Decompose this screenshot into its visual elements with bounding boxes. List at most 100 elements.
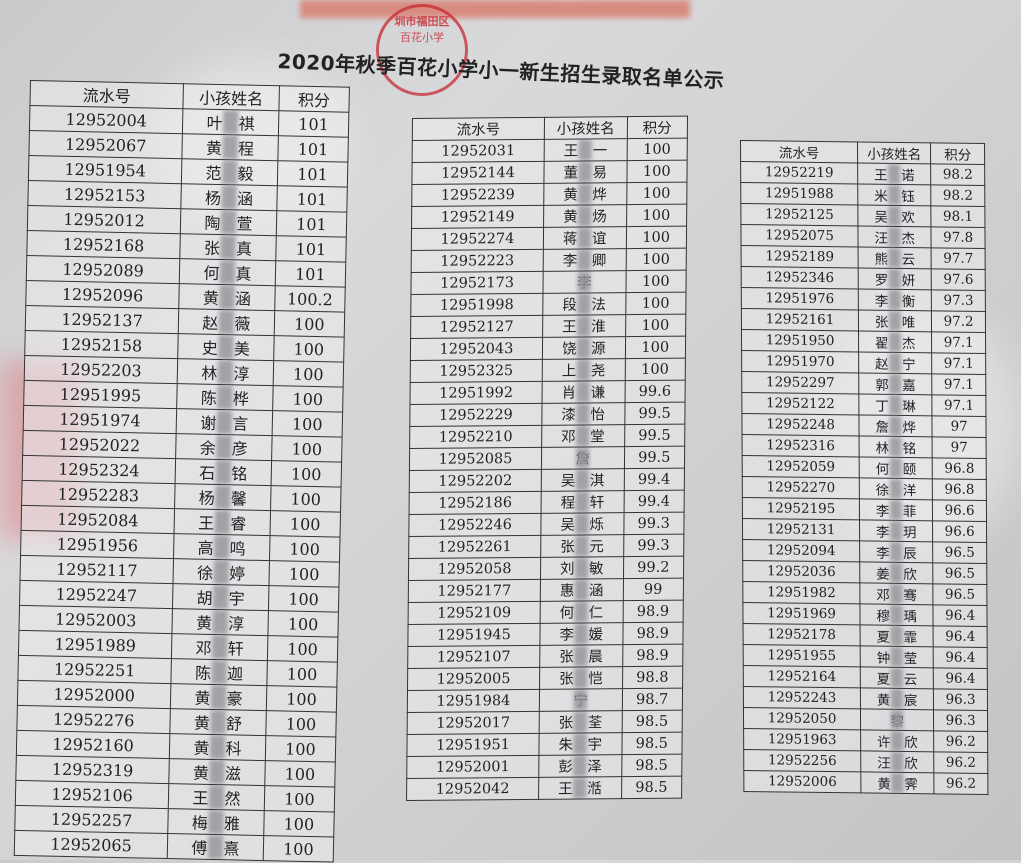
serial-number-cell: 12952283 [21,480,176,509]
table-row: 12952177 惠 涵 99 [408,578,684,603]
privacy-blur [221,185,237,210]
serial-number-cell: 12952075 [740,224,859,247]
privacy-blur [218,310,235,335]
serial-number-cell: 12952168 [26,230,181,259]
privacy-blur [575,513,589,535]
serial-number-cell: 12952270 [742,476,860,499]
child-name-cell: 林 铭 [859,435,933,458]
serial-number-cell: 12952276 [16,705,171,734]
points-cell: 96.8 [932,478,987,501]
privacy-blur [889,415,902,436]
privacy-blur [212,584,229,610]
child-name-cell: 徐 婷 [173,558,270,586]
privacy-blur [219,285,235,310]
child-name-cell: 黄 淳 [172,608,269,636]
table-row: 12952065 傅 熹 100 [14,830,334,863]
points-cell: 101 [276,185,348,213]
privacy-blur [209,734,226,760]
serial-number-cell: 12951974 [23,405,177,434]
points-cell: 100 [266,660,338,688]
points-cell: 98.9 [622,600,684,623]
child-name-cell: 彭 泽 [538,754,622,778]
child-name-cell: 李 菲 [859,498,933,521]
serial-number-cell: 12951998 [410,293,543,317]
table-row: 12952131 李 玥 96.6 [742,518,987,543]
points-cell: 101 [275,260,346,288]
privacy-blur [217,359,234,385]
points-cell: 99.5 [624,402,686,425]
child-name-cell: 张 晨 [539,644,623,668]
privacy-blur [577,249,592,271]
child-name-cell: 穆 瑀 [860,603,934,626]
points-cell: 100 [270,460,342,488]
table-header-row: 流水号 小孩姓名 积分 [412,116,688,141]
points-cell: 96.5 [933,562,987,585]
points-cell: 97 [932,436,987,459]
points-cell: 98.2 [930,163,985,186]
points-cell: 100 [265,710,337,738]
points-cell: 100 [269,535,340,563]
serial-number-cell: 12952251 [17,655,172,684]
child-name-cell: 杨 涵 [180,183,278,211]
points-cell: 100 [626,204,687,227]
table-row: 12952050黎96.3 [743,707,988,732]
points-cell: 100 [264,785,335,813]
privacy-blur [890,562,903,583]
child-name-cell: 黎 [860,708,934,731]
child-name-cell: 郭 嘉 [858,372,933,395]
child-name-cell: 米 钰 [857,183,932,206]
privacy-blur [576,447,590,469]
child-name-cell: 张 恺 [539,666,623,690]
privacy-blur [891,646,903,667]
stamp-text: 圳市福田区 [394,15,450,28]
privacy-blur [574,601,589,623]
child-name-cell: 钟 莹 [860,645,934,668]
serial-number-cell: 12952325 [410,359,543,383]
child-name-cell: 黄 涵 [178,283,276,311]
privacy-blur [210,684,227,710]
table-row: 12952346 罗 妍 97.6 [741,266,986,291]
privacy-blur [573,755,587,777]
serial-number-cell: 12952316 [742,434,860,457]
table-row: 12952316 林 铭 97 [742,434,987,459]
privacy-blur [888,247,901,268]
privacy-blur [215,459,232,485]
table-row: 12952149 黄 炀 100 [411,204,687,229]
points-cell: 100.2 [274,285,346,313]
privacy-blur [891,751,904,772]
points-cell: 97.3 [931,289,986,312]
table-row: 12952325 上 尧 100 [410,358,686,383]
table-row: 12952085詹99.5 [409,446,685,471]
serial-number-cell: 12952017 [407,711,540,735]
points-cell: 97.2 [931,310,986,333]
privacy-blur [573,733,587,755]
serial-number-cell: 12952256 [743,749,861,772]
table-row: 12951988 米 钰 98.2 [740,182,985,207]
serial-number-cell: 12951945 [407,623,541,647]
serial-number-cell: 12952096 [25,280,180,309]
privacy-blur [578,183,592,205]
points-cell: 100 [263,810,335,838]
table-row: 12952107 张 晨 98.9 [407,644,683,669]
header-points: 积分 [930,142,985,165]
serial-number-cell: 12952161 [741,308,859,331]
table-row: 12951951 朱 宇 98.5 [406,732,683,757]
header-serial-number: 流水号 [29,80,184,109]
table-row: 12952122 丁 琳 97.1 [741,392,986,417]
points-cell: 100 [625,226,687,249]
child-name-cell: 朱 宇 [538,732,622,756]
privacy-blur [889,394,902,415]
serial-number-cell: 12952031 [412,139,545,163]
serial-number-cell: 12952006 [743,770,862,793]
header-child-name: 小孩姓名 [183,83,280,111]
points-cell: 100 [265,735,336,763]
privacy-blur [214,509,231,535]
points-cell: 99.4 [623,490,685,513]
privacy-blur [211,659,227,685]
points-cell: 100 [271,435,343,463]
child-name-cell: 李 衡 [858,288,932,311]
privacy-blur [221,160,238,185]
privacy-blur [574,645,588,667]
table-row: 12952043 饶 源 100 [410,336,686,361]
privacy-blur [575,579,589,601]
